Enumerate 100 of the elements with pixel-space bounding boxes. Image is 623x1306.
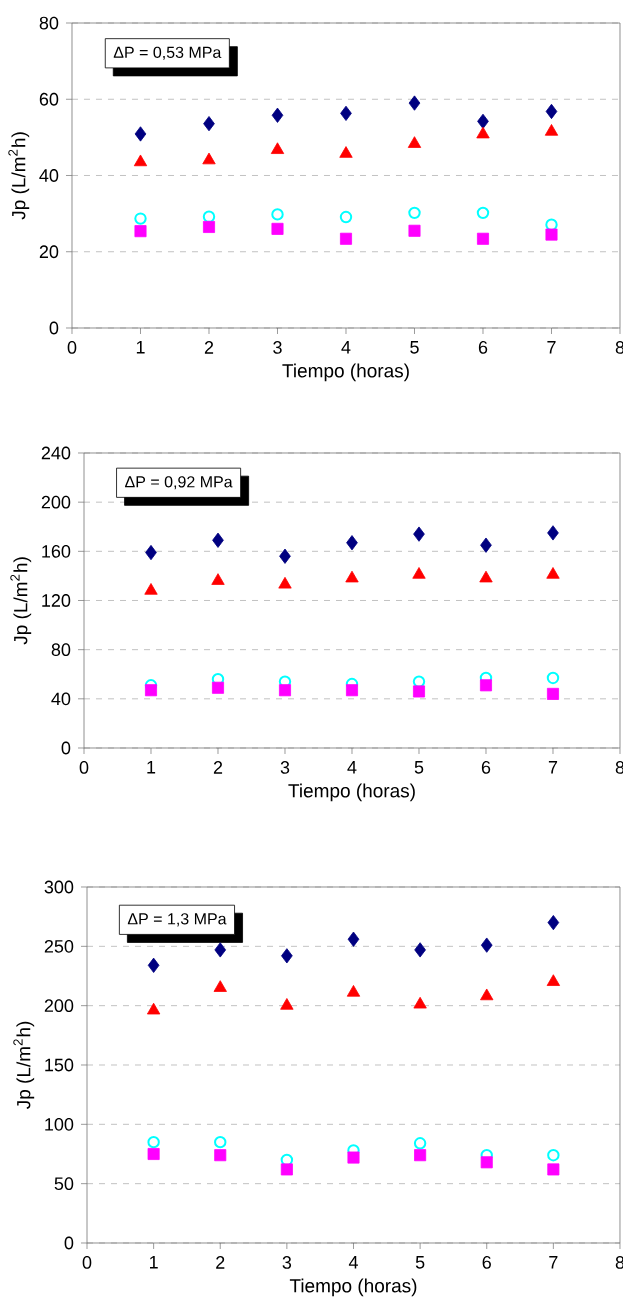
- point: [345, 684, 358, 697]
- point: [134, 225, 147, 238]
- x-tick-label: 5: [415, 1256, 425, 1269]
- point: [133, 154, 148, 167]
- point: [412, 685, 425, 698]
- y-tick-label: 80: [39, 16, 59, 30]
- y-tick-label: 50: [54, 1177, 74, 1191]
- point: [413, 1137, 427, 1150]
- point: [412, 675, 426, 688]
- point: [144, 583, 158, 595]
- point: [476, 206, 490, 220]
- y-tick-label: 0: [49, 321, 59, 335]
- point: [147, 1135, 160, 1149]
- point: [480, 537, 492, 553]
- point: [345, 570, 359, 583]
- point: [414, 942, 426, 958]
- x-tick-label: 7: [548, 761, 558, 774]
- point: [340, 105, 352, 121]
- point: [480, 937, 493, 953]
- point: [280, 1163, 293, 1176]
- point: [270, 142, 285, 154]
- point: [479, 570, 493, 583]
- point: [413, 996, 427, 1009]
- point: [214, 1149, 227, 1162]
- point: [279, 548, 291, 564]
- x-tick-label: 7: [547, 341, 556, 354]
- x-axis-title: Tiempo (horas): [288, 783, 415, 802]
- point: [202, 152, 216, 165]
- point: [346, 985, 361, 997]
- point: [211, 681, 224, 694]
- y-axis-title: Jp (L/m$^{2}$h): [8, 132, 30, 220]
- x-tick-label: 6: [481, 761, 491, 774]
- point: [339, 146, 353, 158]
- y-tick-label: 40: [39, 169, 59, 182]
- point: [480, 988, 494, 1001]
- point: [278, 576, 292, 589]
- point: [546, 687, 559, 700]
- point: [546, 974, 560, 986]
- y-tick-label: 0: [61, 741, 71, 755]
- point: [545, 103, 558, 120]
- point: [408, 95, 421, 111]
- y-tick-label: 100: [45, 1117, 74, 1131]
- annotation: ΔP = 0,92 MPa: [125, 476, 233, 490]
- point: [214, 1135, 227, 1149]
- x-tick-label: 0: [79, 761, 89, 774]
- point: [412, 567, 426, 579]
- point: [271, 222, 284, 235]
- x-tick-label: 1: [136, 341, 145, 354]
- point: [147, 1147, 160, 1160]
- y-tick-label: 40: [51, 692, 71, 706]
- x-axis-title: Tiempo (horas): [289, 1278, 417, 1297]
- point: [346, 535, 358, 551]
- point: [271, 107, 284, 123]
- x-axis-title: Tiempo (horas): [282, 363, 409, 382]
- y-tick-label: 150: [45, 1058, 74, 1072]
- y-tick-label: 250: [44, 939, 74, 953]
- x-tick-label: 6: [478, 341, 488, 354]
- point: [271, 208, 284, 221]
- point: [203, 116, 215, 132]
- x-tick-label: 5: [414, 761, 424, 774]
- point: [408, 206, 421, 220]
- point: [414, 1149, 427, 1162]
- point: [145, 544, 157, 561]
- x-tick-label: 4: [348, 1256, 358, 1269]
- point: [476, 126, 490, 139]
- point: [278, 684, 291, 697]
- point: [347, 1151, 360, 1164]
- annotation: ΔP = 1,3 MPa: [127, 913, 227, 927]
- x-tick-label: 6: [482, 1256, 491, 1269]
- point: [545, 228, 558, 241]
- point: [281, 948, 293, 964]
- x-tick-label: 7: [549, 1256, 558, 1269]
- point: [145, 684, 157, 697]
- annotation: ΔP = 0,53 MPa: [113, 46, 222, 60]
- point: [340, 232, 352, 245]
- y-tick-label: 0: [64, 1236, 74, 1250]
- x-tick-label: 1: [150, 1256, 158, 1269]
- y-tick-label: 20: [39, 245, 59, 259]
- point: [147, 957, 160, 973]
- point: [202, 210, 216, 223]
- point: [408, 224, 421, 237]
- point: [146, 1002, 161, 1015]
- point: [212, 532, 224, 548]
- point: [347, 931, 360, 947]
- point: [134, 126, 147, 142]
- point: [477, 113, 489, 129]
- point: [214, 942, 227, 958]
- y-tick-label: 160: [42, 544, 71, 558]
- point: [339, 210, 353, 224]
- point: [480, 1156, 493, 1169]
- y-tick-label: 60: [39, 92, 59, 106]
- y-tick-label: 200: [44, 999, 74, 1013]
- y-tick-label: 200: [41, 495, 71, 509]
- y-tick-label: 240: [41, 446, 71, 460]
- x-tick-label: 4: [341, 341, 351, 354]
- x-tick-label: 5: [410, 341, 419, 354]
- x-tick-label: 3: [280, 761, 290, 774]
- x-tick-label: 2: [204, 341, 214, 354]
- point: [547, 1163, 560, 1176]
- x-tick-label: 2: [213, 761, 223, 774]
